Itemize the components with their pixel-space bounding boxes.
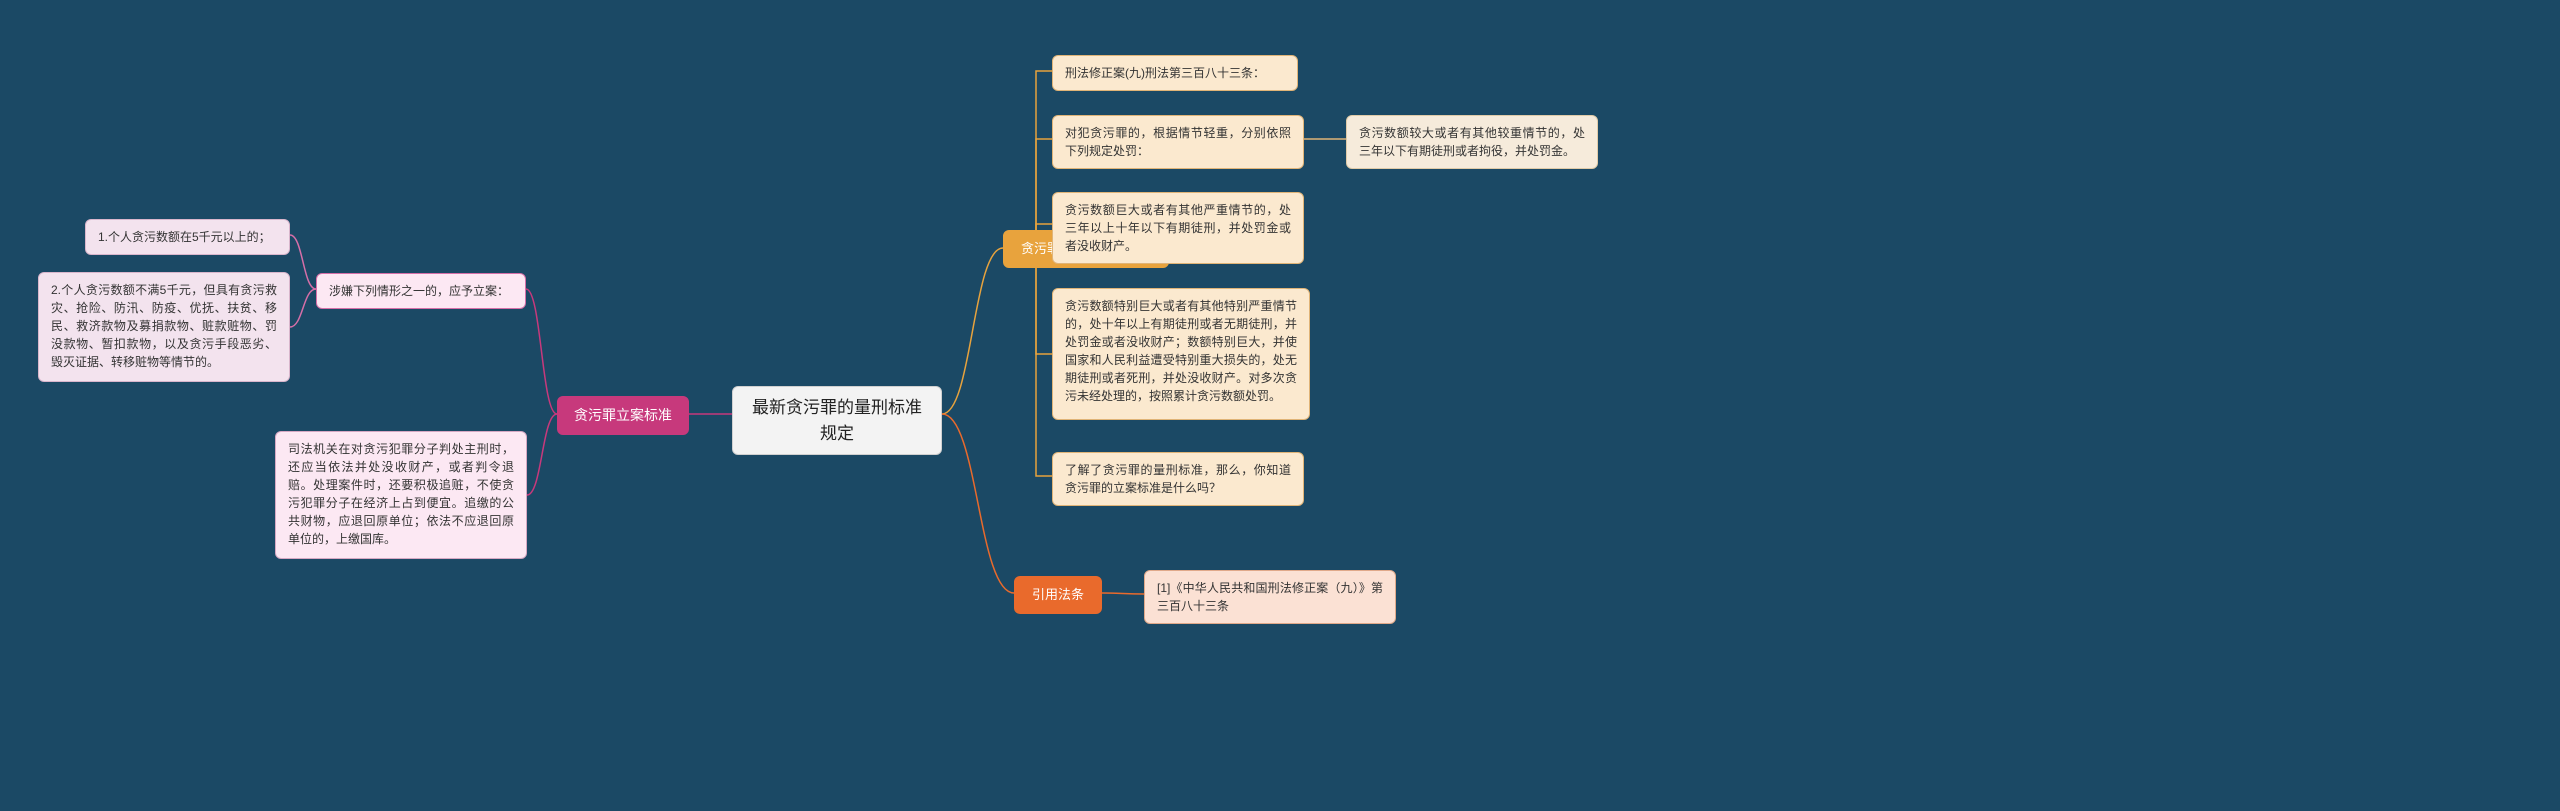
connector bbox=[1102, 593, 1144, 594]
node-left1b[interactable]: 司法机关在对贪污犯罪分子判处主刑时，还应当依法并处没收财产，或者判令退赔。处理案… bbox=[275, 431, 527, 559]
node-right1a[interactable]: 刑法修正案(九)刑法第三百八十三条： bbox=[1052, 55, 1298, 91]
mindmap-canvas: 最新贪污罪的量刑标准规定 贪污罪立案标准 涉嫌下列情形之一的，应予立案： 1.个人贪污… bbox=[0, 0, 2560, 811]
node-left1[interactable]: 贪污罪立案标准 bbox=[557, 396, 689, 435]
connector bbox=[942, 414, 1014, 593]
connector bbox=[290, 289, 316, 327]
node-right2[interactable]: 引用法条 bbox=[1014, 576, 1102, 614]
node-right1e[interactable]: 了解了贪污罪的量刑标准，那么，你知道贪污罪的立案标准是什么吗？ bbox=[1052, 452, 1304, 506]
connector bbox=[942, 248, 1003, 414]
node-root[interactable]: 最新贪污罪的量刑标准规定 bbox=[732, 386, 942, 455]
node-right1d[interactable]: 贪污数额特别巨大或者有其他特别严重情节的，处十年以上有期徒刑或者无期徒刑，并处罚… bbox=[1052, 288, 1310, 420]
node-left1a2[interactable]: 2.个人贪污数额不满5千元，但具有贪污救灾、抢险、防汛、防疫、优抚、扶贫、移民、… bbox=[38, 272, 290, 382]
node-left1a[interactable]: 涉嫌下列情形之一的，应予立案： bbox=[316, 273, 526, 309]
node-right1b[interactable]: 对犯贪污罪的，根据情节轻重，分别依照下列规定处罚： bbox=[1052, 115, 1304, 169]
node-right1c[interactable]: 贪污数额巨大或者有其他严重情节的，处三年以上十年以下有期徒刑，并处罚金或者没收财… bbox=[1052, 192, 1304, 264]
node-left1a1[interactable]: 1.个人贪污数额在5千元以上的； bbox=[85, 219, 290, 255]
connector bbox=[526, 289, 557, 414]
node-right2a[interactable]: [1]《中华人民共和国刑法修正案（九）》第三百八十三条 bbox=[1144, 570, 1396, 624]
connector bbox=[290, 235, 316, 289]
node-right1b1[interactable]: 贪污数额较大或者有其他较重情节的，处三年以下有期徒刑或者拘役，并处罚金。 bbox=[1346, 115, 1598, 169]
connector bbox=[527, 414, 557, 495]
